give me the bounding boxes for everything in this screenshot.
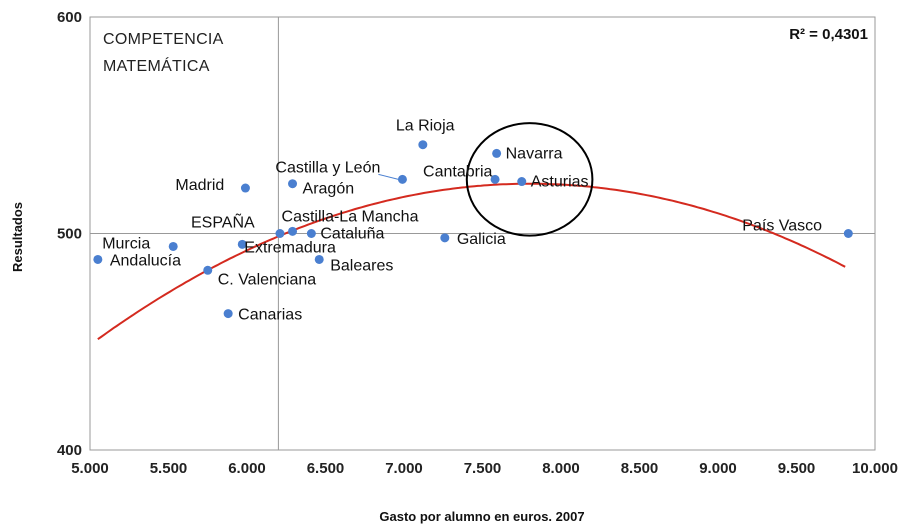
- point-label-pais-vasco: País Vasco: [742, 218, 822, 235]
- point-aragon: [288, 179, 298, 189]
- y-tick-label: 400: [57, 442, 82, 459]
- point-label-navarra: Navarra: [506, 145, 563, 162]
- point-cantabria: [490, 174, 500, 184]
- panel-title-line-2: MATEMÁTICA: [103, 56, 210, 75]
- label-leader-line: [378, 173, 399, 180]
- point-label-galicia: Galicia: [457, 231, 506, 248]
- point-espana: [275, 229, 285, 238]
- x-tick-label: 6.500: [307, 460, 345, 477]
- point-label-murcia: Murcia: [102, 235, 150, 252]
- x-tick-label: 6.000: [228, 460, 266, 477]
- x-tick-label: 5.000: [71, 460, 109, 477]
- x-tick-label: 7.500: [464, 460, 502, 477]
- point-extremadura: [237, 239, 247, 249]
- r-squared-label: R² = 0,4301: [789, 26, 868, 43]
- point-labels: La Rioja Navarra Cantabria Asturias Castilla…: [102, 118, 822, 324]
- point-label-cantabria: Cantabria: [423, 163, 492, 180]
- panel-title-line-1: COMPETENCIA: [103, 31, 224, 48]
- point-murcia: [168, 241, 178, 251]
- point-label-aragon: Aragón: [303, 181, 355, 198]
- data-points: [93, 140, 853, 319]
- point-label-espana: ESPAÑA: [191, 212, 255, 232]
- point-label-extremadura: Extremadura: [244, 239, 336, 256]
- point-label-c-valenciana: C. Valenciana: [218, 271, 317, 288]
- x-axis-title: Gasto por alumno en euros. 2007: [379, 509, 584, 524]
- point-canarias: [223, 309, 233, 319]
- point-castilla-la-mancha: [288, 226, 298, 236]
- y-tick-label: 600: [57, 9, 82, 26]
- y-axis-ticks: 400 500 600: [57, 9, 82, 459]
- point-andalucia: [93, 254, 103, 264]
- x-tick-label: 9.000: [699, 460, 737, 477]
- point-label-baleares: Baleares: [330, 257, 393, 274]
- point-madrid: [240, 183, 250, 193]
- point-label-cataluna: Cataluña: [320, 226, 384, 243]
- x-tick-label: 9.500: [778, 460, 816, 477]
- point-cataluna: [306, 229, 316, 238]
- point-castilla-y-leon: [397, 174, 407, 184]
- y-tick-label: 500: [57, 226, 82, 243]
- x-tick-label: 5.500: [150, 460, 188, 477]
- point-label-castilla-la-mancha: Castilla-La Mancha: [282, 208, 419, 225]
- point-c-valenciana: [203, 265, 213, 275]
- x-tick-label: 10.000: [852, 460, 898, 477]
- point-galicia: [440, 233, 450, 243]
- x-axis-ticks: 5.000 5.500 6.000 6.500 7.000 7.500 8.000 8.500…: [71, 460, 898, 477]
- point-label-andalucia: Andalucía: [110, 252, 181, 269]
- point-pais-vasco: [843, 229, 853, 238]
- point-baleares: [314, 254, 324, 264]
- point-label-la-rioja: La Rioja: [396, 118, 455, 135]
- point-label-canarias: Canarias: [238, 307, 302, 324]
- panel-title: COMPETENCIA MATEMÁTICA: [103, 31, 228, 75]
- trend-curve: [97, 182, 846, 341]
- point-asturias: [517, 177, 527, 187]
- highlight-circle: [465, 122, 594, 237]
- point-label-madrid: Madrid: [175, 177, 224, 194]
- point-label-castilla-y-leon: Castilla y León: [275, 159, 380, 176]
- x-tick-label: 8.000: [542, 460, 580, 477]
- x-tick-label: 8.500: [621, 460, 659, 477]
- point-label-asturias: Asturias: [531, 174, 589, 191]
- x-tick-label: 7.000: [385, 460, 423, 477]
- y-axis-title: Resultados: [10, 202, 25, 272]
- point-navarra: [492, 148, 502, 158]
- point-la-rioja: [418, 140, 428, 150]
